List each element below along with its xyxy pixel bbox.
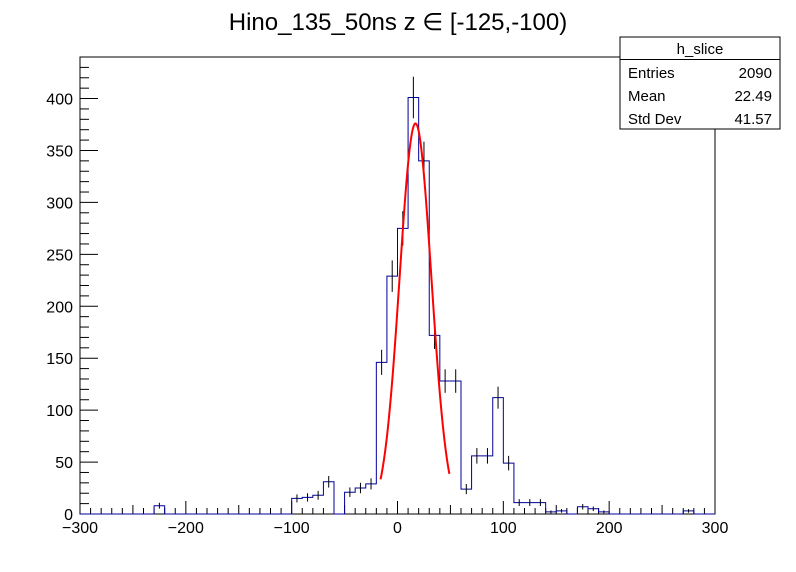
gaussian-fit (379, 122, 451, 480)
stats-mean-value: 22.49 (734, 88, 772, 105)
x-tick-label: 0 (393, 520, 402, 537)
gaussian-fit-curve (379, 122, 451, 480)
x-tick-label: 300 (702, 520, 729, 537)
x-tick-label: −300 (62, 520, 98, 537)
stats-box-frame (619, 36, 781, 130)
y-tick-label: 350 (46, 143, 73, 160)
y-tick-label: 200 (46, 299, 73, 316)
y-tick-label: 250 (46, 247, 73, 264)
stats-entries-label: Entries (628, 65, 675, 82)
chart-title: Hino_135_50ns z ∈ [-125,-100) (229, 9, 567, 36)
x-tick-label: −200 (168, 520, 204, 537)
y-tick-label: 100 (46, 403, 73, 420)
stats-box: h_slice Entries 2090 Mean 22.49 Std Dev … (619, 36, 781, 130)
stats-entries-value: 2090 (739, 65, 772, 82)
stats-stddev-label: Std Dev (628, 111, 682, 128)
y-tick-label: 150 (46, 351, 73, 368)
error-bars (158, 76, 690, 514)
y-tick-label: 50 (55, 455, 73, 472)
stats-mean-label: Mean (628, 88, 666, 105)
stats-stddev-value: 41.57 (734, 111, 772, 128)
x-tick-label: 100 (490, 520, 517, 537)
stats-box-name: h_slice (677, 41, 724, 58)
y-tick-label: 400 (46, 92, 73, 109)
axes: −300 −200 −100 0 100 200 300 0 50 100 150 200 250 300… (46, 56, 729, 537)
y-tick-label: 0 (64, 507, 73, 524)
x-tick-label: 200 (596, 520, 623, 537)
x-tick-label: −100 (274, 520, 310, 537)
y-tick-label: 300 (46, 195, 73, 212)
